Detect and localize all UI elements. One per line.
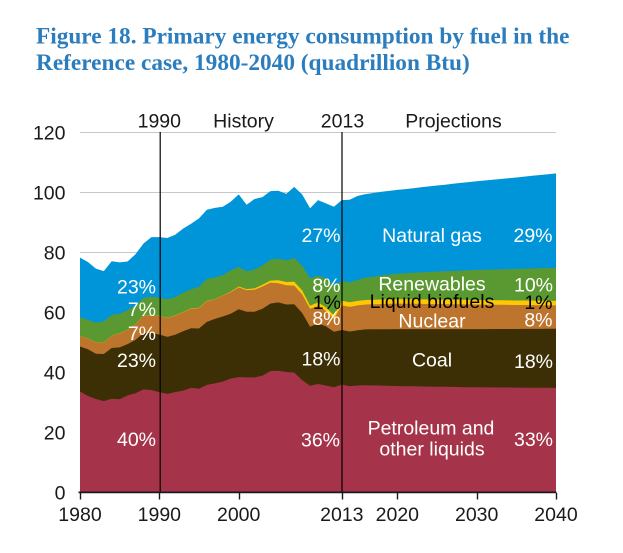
svg-text:20: 20 — [44, 423, 66, 445]
svg-text:80: 80 — [44, 243, 66, 265]
svg-text:33%: 33% — [514, 429, 553, 451]
svg-text:18%: 18% — [301, 349, 340, 371]
svg-text:Coal: Coal — [412, 350, 452, 372]
svg-text:2013: 2013 — [321, 111, 364, 133]
svg-text:Nuclear: Nuclear — [398, 311, 466, 333]
svg-text:8%: 8% — [312, 308, 340, 330]
svg-text:2030: 2030 — [455, 504, 499, 526]
svg-text:other liquids: other liquids — [379, 438, 484, 460]
svg-text:8%: 8% — [524, 309, 552, 331]
svg-text:23%: 23% — [117, 277, 156, 299]
svg-text:1980: 1980 — [58, 504, 102, 526]
svg-text:29%: 29% — [513, 225, 552, 247]
svg-text:Reference case, 1980-2040 (qua: Reference case, 1980-2040 (quadrillion B… — [36, 50, 470, 76]
svg-text:1990: 1990 — [138, 504, 182, 526]
svg-text:Figure 18. Primary energy cons: Figure 18. Primary energy consumption by… — [36, 24, 569, 50]
svg-text:40: 40 — [44, 363, 66, 385]
svg-text:2020: 2020 — [376, 504, 420, 526]
svg-text:2000: 2000 — [217, 504, 261, 526]
svg-text:18%: 18% — [514, 351, 553, 373]
svg-text:2040: 2040 — [534, 504, 578, 526]
svg-text:27%: 27% — [301, 225, 340, 247]
svg-text:1990: 1990 — [138, 111, 182, 133]
svg-text:8%: 8% — [312, 275, 340, 297]
svg-text:Petroleum and: Petroleum and — [368, 418, 495, 440]
svg-text:Natural gas: Natural gas — [382, 225, 482, 247]
svg-text:History: History — [213, 111, 274, 133]
svg-text:Liquid biofuels: Liquid biofuels — [370, 291, 495, 313]
svg-text:60: 60 — [44, 303, 66, 325]
svg-text:2013: 2013 — [320, 504, 363, 526]
svg-text:1%: 1% — [313, 292, 341, 314]
svg-text:100: 100 — [33, 183, 66, 205]
svg-text:36%: 36% — [301, 430, 340, 452]
svg-text:7%: 7% — [128, 299, 156, 321]
svg-text:Projections: Projections — [405, 111, 502, 133]
svg-text:120: 120 — [33, 123, 66, 145]
svg-text:7%: 7% — [128, 323, 156, 345]
svg-text:10%: 10% — [514, 275, 553, 297]
svg-text:23%: 23% — [117, 350, 156, 372]
svg-text:0: 0 — [55, 483, 66, 505]
svg-text:Renewables: Renewables — [378, 274, 486, 296]
svg-text:40%: 40% — [117, 429, 156, 451]
svg-text:1%: 1% — [524, 292, 552, 314]
